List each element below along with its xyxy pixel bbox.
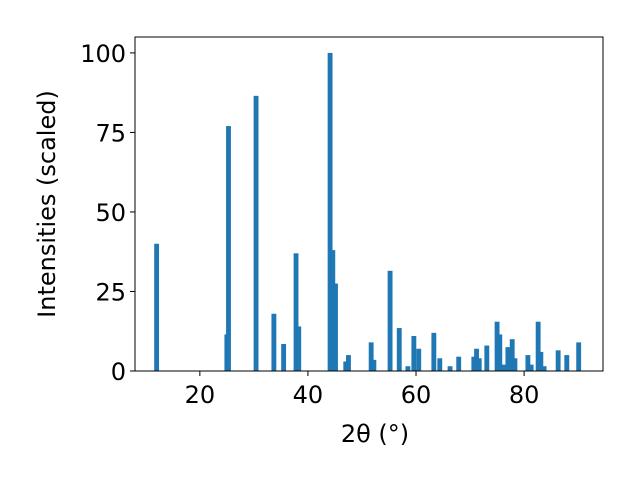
bar [431,332,437,371]
bar [293,253,299,371]
x-axis-label: 2θ (°) [341,420,409,448]
bar [525,355,531,371]
bar [500,364,506,371]
bar [154,243,160,371]
bar [447,366,453,371]
x-tick-label: 40 [293,381,324,409]
x-tick-label: 80 [509,381,540,409]
bar [416,348,422,371]
bar [437,358,443,371]
bar [368,342,374,371]
bar [387,270,393,371]
bar [497,334,503,371]
bar [484,345,490,371]
bar [330,250,336,371]
bar [538,351,544,371]
y-tick-label: 50 [95,199,126,227]
bar [476,358,482,371]
bar [471,356,477,371]
y-tick-label: 0 [111,358,126,386]
y-tick-label: 75 [95,119,126,147]
bar [281,343,287,371]
x-tick-label: 20 [185,381,216,409]
bar [253,95,259,371]
bar [327,52,333,372]
bar [509,339,515,371]
bar [535,321,541,371]
bar [271,313,277,371]
bar [576,342,582,371]
plot-frame [134,36,604,372]
bar [411,336,417,371]
bar [512,358,518,371]
bar [456,356,462,371]
bar [333,283,338,371]
y-axis-label: Intensities (scaled) [33,90,61,318]
x-tick-label: 60 [401,381,432,409]
bar [528,364,534,371]
bar [564,355,570,371]
bar [555,350,561,371]
bar [541,366,547,371]
bar [371,359,377,371]
bar [474,348,479,371]
bar [346,355,351,371]
bar [505,347,511,371]
y-tick-label: 25 [95,278,126,306]
bar [494,321,500,371]
y-tick-label: 100 [80,40,126,68]
bar [396,328,402,371]
bar [405,366,411,371]
bar [226,126,231,371]
bar [296,326,302,371]
bar [343,361,349,371]
